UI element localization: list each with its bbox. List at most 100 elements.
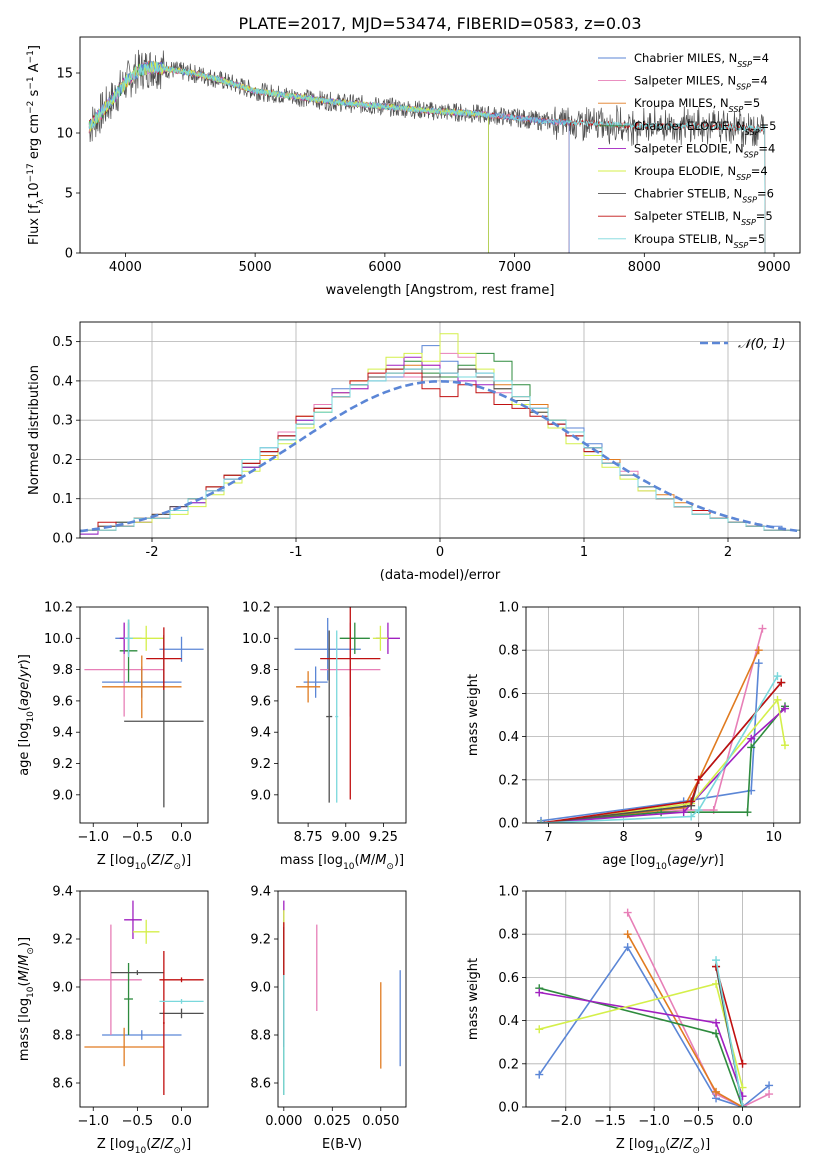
y-axis-label: Normed distribution bbox=[27, 365, 42, 495]
tick-label-y: 9.4 bbox=[250, 885, 271, 900]
weight-line bbox=[626, 912, 770, 1107]
axes-frame bbox=[277, 890, 407, 1108]
weight-marker bbox=[679, 808, 688, 817]
weight-marker bbox=[780, 741, 789, 750]
weight-marker bbox=[623, 908, 632, 917]
tick-label-y: 8.8 bbox=[250, 1029, 271, 1044]
tick-label-y: 9.0 bbox=[52, 981, 73, 996]
tick-label-y: 0.0 bbox=[498, 817, 519, 832]
tick-label-y: 10 bbox=[56, 127, 73, 142]
tick-label-y: 9.0 bbox=[250, 788, 271, 803]
normal-curve bbox=[80, 379, 798, 533]
tick-label-x: -1 bbox=[290, 545, 303, 560]
panel-spectrum: 4000 5000 6000 7000 8000 9000 0 5 10 15 wavelength… bbox=[26, 36, 801, 298]
tick-label-y: 5 bbox=[65, 187, 73, 202]
tick-label-y: 9.0 bbox=[52, 788, 73, 803]
tick-label-y: 0.4 bbox=[498, 730, 519, 745]
tick-label-y: 0 bbox=[65, 247, 73, 262]
tick-label-y: 0.8 bbox=[498, 644, 519, 659]
tick-label-y: 8.8 bbox=[52, 1029, 73, 1044]
tick-label-x: −1.0 bbox=[77, 1114, 109, 1129]
tick-label-y: 0.5 bbox=[52, 335, 73, 350]
weight-marker bbox=[758, 624, 767, 633]
tick-label-x: 0.0 bbox=[732, 1114, 753, 1129]
tick-label-y: 0.4 bbox=[52, 374, 73, 389]
weight-marker bbox=[712, 1087, 721, 1096]
tick-label-y: 9.8 bbox=[250, 663, 271, 678]
tick-label-x: 10 bbox=[765, 830, 782, 845]
tick-label-x: −0.5 bbox=[122, 830, 154, 845]
tick-label-y: 0.2 bbox=[498, 1057, 519, 1072]
weight-marker bbox=[623, 930, 632, 939]
spectrum-line bbox=[88, 61, 766, 253]
weight-marker bbox=[712, 956, 721, 965]
panel-residuals: -2 -1 0 1 2 0.0 0.1 0.2 0.3 0.4 0.5 (data-model)/er… bbox=[27, 321, 801, 583]
weight-marker bbox=[743, 808, 752, 817]
weight-marker bbox=[754, 646, 763, 655]
tick-label-x: 8000 bbox=[628, 260, 661, 275]
tick-label-x: 5000 bbox=[239, 260, 272, 275]
tick-label-x: −0.5 bbox=[683, 1114, 715, 1129]
weight-marker bbox=[747, 734, 756, 743]
tick-label-x: 9000 bbox=[758, 260, 791, 275]
tick-label-x: -2 bbox=[146, 545, 159, 560]
tick-label-y: 8.6 bbox=[52, 1077, 73, 1092]
weight-marker bbox=[687, 812, 696, 821]
y-axis-label: age [log10(age/yr)] bbox=[17, 654, 36, 776]
legend-label: Salpeter MILES, NSSP=4 bbox=[634, 74, 768, 92]
x-axis-label: wavelength [Angstrom, rest frame] bbox=[326, 283, 555, 298]
tick-label-x: −1.5 bbox=[594, 1114, 626, 1129]
x-axis-label: (data-model)/error bbox=[380, 568, 501, 583]
weight-marker bbox=[773, 672, 782, 681]
tick-label-y: 9.4 bbox=[250, 726, 271, 741]
plot-area bbox=[294, 607, 400, 803]
tick-label-x: 6000 bbox=[368, 260, 401, 275]
tick-label-x: −0.5 bbox=[122, 1114, 154, 1129]
legend-label: Salpeter STELIB, NSSP=5 bbox=[634, 209, 773, 227]
legend-label: Kroupa STELIB, NSSP=5 bbox=[634, 232, 765, 250]
weight-marker bbox=[712, 1029, 721, 1038]
weight-marker bbox=[738, 1059, 747, 1068]
panel-weight-vs-z: −2.0 −1.5 −1.0 −0.5 0.0 0.0 0.2 0.4 0.6 0.8 1.0 Z [… bbox=[466, 885, 801, 1156]
weight-marker bbox=[623, 943, 632, 952]
plot-area bbox=[283, 900, 401, 1095]
x-axis-label: Z [log10(Z/Z⊙)] bbox=[97, 1137, 191, 1156]
tick-label-x: 0 bbox=[436, 545, 444, 560]
y-axis-label: Flux [fλ10−17 erg cm−2 s−1 A−1] bbox=[26, 45, 46, 245]
plot-area bbox=[88, 49, 766, 253]
tick-label-x: −1.0 bbox=[638, 1114, 670, 1129]
spectrum-line bbox=[88, 49, 766, 253]
tick-label-y: 0.0 bbox=[52, 532, 73, 547]
tick-label-y: 10.0 bbox=[242, 632, 271, 647]
tick-label-x: 0.000 bbox=[265, 1114, 302, 1129]
tick-label-y: 9.0 bbox=[250, 981, 271, 996]
tick-label-y: 0.2 bbox=[52, 453, 73, 468]
tick-label-y: 0.8 bbox=[498, 928, 519, 943]
weight-line bbox=[540, 675, 779, 823]
legend-label: Chabrier STELIB, NSSP=6 bbox=[634, 187, 774, 205]
tick-label-x: 1 bbox=[580, 545, 588, 560]
tick-label-y: 0.0 bbox=[498, 1101, 519, 1116]
weight-line bbox=[540, 698, 786, 823]
tick-label-x: 2 bbox=[724, 545, 732, 560]
panel-age-vs-z: −1.0 −0.5 0.0 9.0 9.2 9.4 9.6 9.8 10.0 10.2 Z [log… bbox=[17, 601, 209, 872]
weight-marker bbox=[738, 1103, 747, 1107]
figure-title: PLATE=2017, MJD=53474, FIBERID=0583, z=0… bbox=[238, 14, 641, 33]
legend-label: Kroupa ELODIE, NSSP=4 bbox=[634, 164, 768, 182]
weight-marker bbox=[537, 819, 546, 823]
tick-label-x: 0.025 bbox=[314, 1114, 351, 1129]
plot-area bbox=[535, 908, 774, 1107]
tick-label-y: 10.2 bbox=[242, 601, 271, 616]
weight-line bbox=[540, 707, 786, 823]
tick-label-y: 9.2 bbox=[52, 933, 73, 948]
tick-label-y: 0.6 bbox=[498, 687, 519, 702]
y-axis-label: mass [log10(M/M⊙)] bbox=[17, 937, 36, 1061]
x-axis-label: E(B-V) bbox=[322, 1137, 362, 1152]
tick-label-y: 0.2 bbox=[498, 773, 519, 788]
tick-label-x: 9.25 bbox=[369, 830, 398, 845]
weight-marker bbox=[777, 678, 786, 687]
tick-label-y: 9.4 bbox=[52, 726, 73, 741]
tick-label-x: 7000 bbox=[498, 260, 531, 275]
tick-label-x: 7 bbox=[544, 830, 552, 845]
